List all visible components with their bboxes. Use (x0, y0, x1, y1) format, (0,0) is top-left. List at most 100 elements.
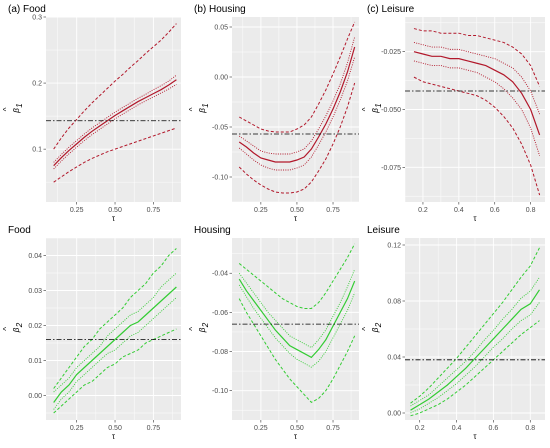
y-axis-label: ^ β1 (2, 103, 24, 114)
inner-ci-lower-line (238, 284, 356, 368)
x-tick-label: 0.75 (147, 207, 161, 214)
x-tick-label: 0.8 (526, 207, 536, 214)
y-axis-label-symbol: β (371, 108, 380, 114)
y-axis-label-hat: ^ (361, 107, 370, 111)
x-tick-label: 0.75 (326, 425, 340, 432)
panel-title: Housing (194, 225, 231, 236)
y-tick-label: 0.05 (214, 25, 228, 32)
panel-title: Food (8, 225, 31, 236)
y-axis-label-subscript: 2 (374, 322, 383, 328)
y-tick-label: -0.08 (212, 349, 228, 356)
y-axis-label-symbol: β (371, 327, 380, 333)
outer-ci-upper-line (53, 23, 177, 150)
y-tick-label: -0.050 (381, 107, 401, 114)
estimate-line (238, 46, 356, 163)
inner-ci-upper-line (410, 276, 540, 407)
estimate-line (53, 79, 177, 167)
outer-ci-upper-line (410, 247, 540, 404)
panel-title: (c) Leisure (367, 4, 415, 15)
outer-ci-upper-line (413, 28, 541, 87)
x-tick-label: 0.6 (489, 425, 499, 432)
y-axis-label: ^ β1 (361, 103, 383, 114)
y-axis-label-hat: ^ (2, 327, 11, 331)
x-tick-label: 0.25 (254, 425, 268, 432)
y-tick-label: -0.04 (212, 271, 228, 278)
panel-6: 0.2 0.4 0.6 0.8 0.00 0.04 0.08 0.12 Leisure τ ^ β2 (361, 225, 545, 441)
outer-ci-lower-line (410, 320, 540, 417)
x-axis-label: τ (112, 432, 116, 441)
y-tick-label: 0.02 (28, 323, 42, 330)
inner-ci-lower-line (238, 56, 356, 171)
panel-3: 0.2 0.4 0.6 0.8 -0.075 -0.050 -0.025 (c) Leisur… (361, 4, 545, 223)
inner-ci-lower-line (413, 60, 541, 156)
y-tick-label: -0.06 (212, 310, 228, 317)
y-axis-label-symbol: β (12, 327, 21, 333)
plot-background (232, 238, 359, 420)
x-tick-label: 0.50 (108, 425, 122, 432)
y-axis-label-hat: ^ (188, 327, 197, 331)
x-axis-label: τ (112, 214, 116, 223)
panel-1: 0.25 0.50 0.75 0.1 0.2 0.3(a) Food τ ^ β1 (2, 4, 181, 223)
y-axis-label: ^ β2 (361, 322, 383, 333)
x-tick-label: 0.50 (108, 207, 122, 214)
outer-ci-upper-line (238, 243, 356, 309)
y-tick-label: 0.04 (387, 355, 401, 362)
x-tick-label: 0.25 (254, 207, 268, 214)
y-axis-label-hat: ^ (188, 107, 197, 111)
y-tick-label: 0.00 (28, 393, 42, 400)
y-tick-label: 0.12 (387, 243, 401, 250)
plot-background (46, 238, 181, 420)
y-tick-label: -0.10 (212, 388, 228, 395)
x-tick-label: 0.6 (490, 207, 500, 214)
plot-background (46, 17, 181, 202)
x-axis-label: τ (473, 214, 477, 223)
y-tick-label: 0.2 (32, 81, 42, 88)
x-tick-label: 0.25 (70, 425, 84, 432)
inner-ci-upper-line (53, 272, 177, 393)
plot-background (232, 17, 359, 202)
y-tick-label: 0.08 (387, 299, 401, 306)
y-tick-label: 0.03 (28, 288, 42, 295)
outer-ci-lower-line (53, 328, 177, 414)
y-axis-label-hat: ^ (361, 327, 370, 331)
x-tick-label: 0.50 (290, 207, 304, 214)
y-tick-label: 0.04 (28, 253, 42, 260)
y-tick-label: -0.10 (212, 175, 228, 182)
y-tick-label: -0.05 (212, 125, 228, 132)
x-tick-label: 0.4 (454, 207, 464, 214)
y-axis-label-subscript: 1 (374, 103, 383, 107)
y-tick-label: 0.00 (387, 411, 401, 418)
y-axis-label-subscript: 1 (15, 103, 24, 107)
y-tick-label: 0.00 (214, 75, 228, 82)
y-tick-label: 0.01 (28, 358, 42, 365)
x-tick-label: 0.2 (415, 425, 425, 432)
y-axis-label-symbol: β (198, 108, 207, 114)
x-tick-label: 0.2 (418, 207, 428, 214)
y-axis-label-hat: ^ (2, 107, 11, 111)
x-tick-label: 0.50 (290, 425, 304, 432)
x-axis-label: τ (294, 214, 298, 223)
y-axis-label-symbol: β (198, 327, 207, 333)
outer-ci-lower-line (238, 298, 356, 404)
panel-2: 0.25 0.50 0.75 -0.10 -0.05 0.00 0.05 (b) Housin… (188, 4, 359, 223)
y-axis-label-subscript: 1 (201, 103, 210, 107)
y-tick-label: 0.1 (32, 147, 42, 154)
inner-ci-upper-line (413, 42, 541, 115)
estimate-line (238, 278, 356, 359)
y-tick-label: -0.025 (381, 49, 401, 56)
inner-ci-upper-line (53, 74, 177, 163)
outer-ci-upper-line (238, 21, 356, 133)
x-tick-label: 0.75 (326, 207, 340, 214)
outer-ci-lower-line (238, 82, 356, 194)
panel-4: 0.25 0.50 0.75 0.00 0.01 0.02 0.03 0.04 Food τ ^ β2 (2, 225, 181, 441)
x-tick-label: 0.75 (147, 425, 161, 432)
y-axis-label: ^ β2 (2, 322, 24, 333)
panel-title: (b) Housing (194, 4, 246, 15)
estimate-line (413, 51, 541, 136)
x-tick-label: 0.25 (70, 207, 84, 214)
outer-ci-upper-line (53, 248, 177, 389)
panel-title: Leisure (367, 225, 400, 236)
y-axis-label-symbol: β (12, 108, 21, 114)
x-tick-label: 0.8 (525, 425, 535, 432)
